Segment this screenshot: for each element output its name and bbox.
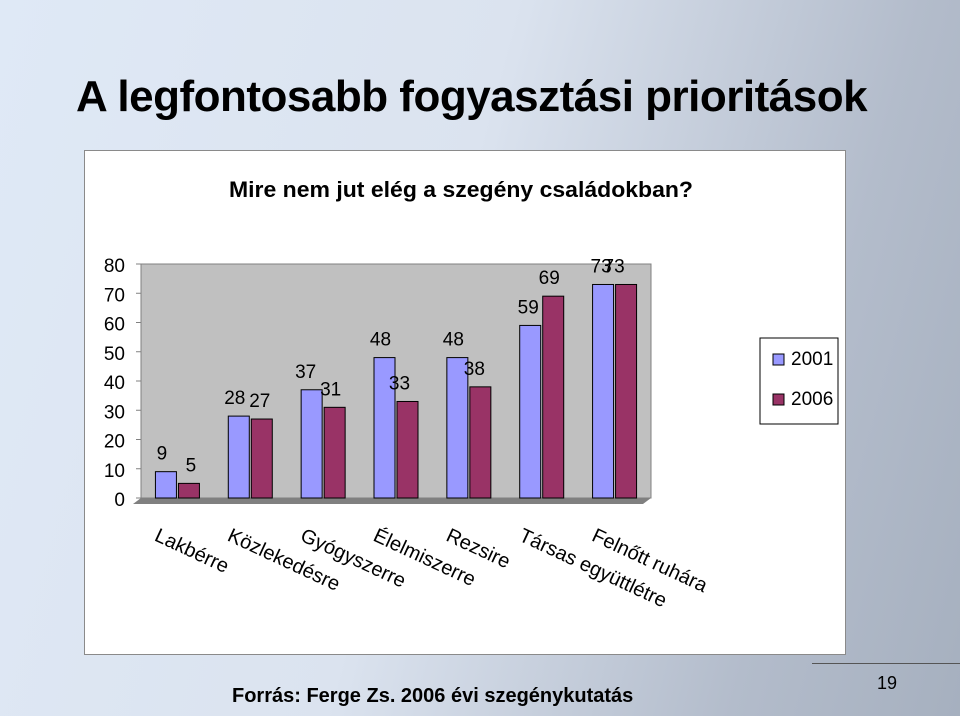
- data-label-2001-2: 28: [224, 388, 245, 409]
- legend-box: [759, 337, 839, 425]
- data-label-2001-3: 37: [295, 362, 316, 383]
- plot-background: [140, 263, 652, 499]
- y-tick-label: 60: [104, 315, 125, 336]
- chart-area: Mire nem jut elég a szegény családokban?…: [84, 150, 846, 655]
- bar-2001-4: [373, 357, 396, 499]
- data-label-2001-5: 48: [443, 330, 464, 351]
- y-tick-label: 20: [104, 432, 125, 453]
- y-tick-label: 0: [114, 490, 125, 511]
- y-tick-label: 10: [104, 461, 125, 482]
- data-label-2001-4: 48: [370, 330, 391, 351]
- bar-2001-5: [446, 357, 469, 499]
- y-tick-label: 40: [104, 373, 125, 394]
- bar-2006-5: [469, 386, 492, 499]
- bar-2006-1: [177, 482, 200, 499]
- slide-title: A legfontosabb fogyasztási prioritások: [76, 72, 868, 121]
- data-label-2006-1: 5: [186, 455, 197, 476]
- data-label-2006-3: 31: [320, 379, 341, 400]
- bar-2006-3: [323, 406, 346, 499]
- bar-2001-1: [154, 471, 177, 499]
- page-number: 19: [877, 673, 898, 693]
- data-label-2006-2: 27: [249, 391, 270, 412]
- bar-2006-4: [396, 400, 419, 499]
- data-label-2001-7: 73: [591, 256, 612, 277]
- data-label-2001-6: 59: [518, 297, 539, 318]
- data-label-2006-5: 38: [464, 359, 485, 380]
- data-label-2001-1: 9: [157, 444, 168, 465]
- bar-2006-7: [615, 283, 638, 499]
- source-note: Forrás: Ferge Zs. 2006 évi szegénykutatá…: [232, 685, 634, 707]
- legend-label-2001: 2001: [791, 349, 833, 370]
- x-tick-label: Lakbérre: [151, 525, 232, 578]
- bar-2006-2: [250, 418, 273, 499]
- y-tick-label: 30: [104, 402, 125, 423]
- legend-swatch-2006: [772, 393, 785, 406]
- y-tick-label: 50: [104, 344, 125, 365]
- y-tick-label: 80: [104, 256, 125, 277]
- chart-title: Mire nem jut elég a szegény családokban?: [229, 177, 693, 202]
- bar-2001-7: [592, 283, 615, 499]
- data-label-2006-4: 33: [389, 373, 410, 394]
- legend-swatch-2001: [772, 353, 785, 366]
- footer-divider: [812, 663, 960, 664]
- data-label-2006-7: 73: [604, 256, 625, 277]
- bar-2001-2: [227, 415, 250, 499]
- y-tick-label: 70: [104, 285, 125, 306]
- bar-2001-6: [519, 324, 542, 499]
- plot-floor: [133, 498, 651, 504]
- data-label-2006-6: 69: [539, 268, 560, 289]
- bar-chart: Mire nem jut elég a szegény családokban?…: [104, 177, 839, 612]
- legend-label-2006: 2006: [791, 389, 833, 410]
- bar-2006-6: [542, 295, 565, 499]
- bar-2001-3: [300, 389, 323, 499]
